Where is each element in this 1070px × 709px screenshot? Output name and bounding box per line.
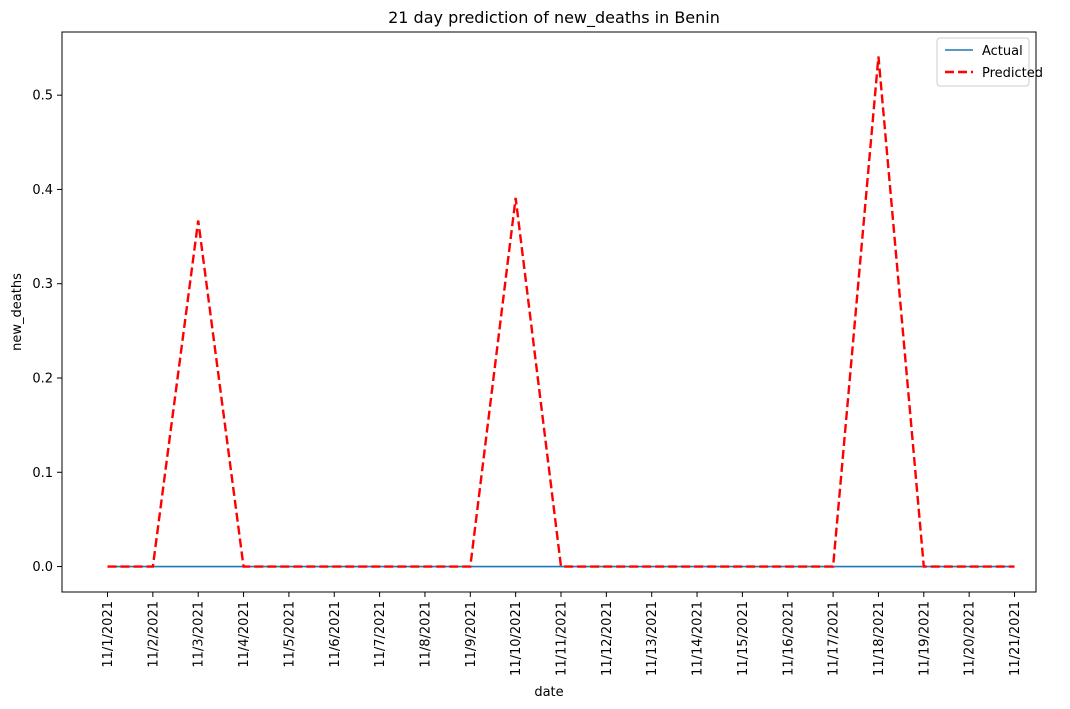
- y-tick-label: 0.2: [32, 371, 53, 386]
- x-tick-label: 11/9/2021: [464, 601, 479, 668]
- y-axis-label: new_deaths: [10, 273, 25, 351]
- x-tick-label: 11/2/2021: [146, 601, 161, 668]
- x-axis-label: date: [534, 685, 563, 700]
- x-tick-label: 11/18/2021: [872, 601, 887, 676]
- x-tick-label: 11/12/2021: [600, 601, 615, 676]
- x-axis: 11/1/2021 11/2/2021 11/3/2021 11/4/2021 11/5…: [101, 592, 1023, 676]
- chart-title: 21 day prediction of new_deaths in Benin: [388, 8, 720, 28]
- x-tick-label: 11/3/2021: [192, 601, 207, 668]
- x-tick-label: 11/11/2021: [555, 601, 570, 676]
- x-tick-label: 11/8/2021: [418, 601, 433, 668]
- series-line-predicted: [107, 56, 1015, 568]
- x-tick-label: 11/6/2021: [328, 601, 343, 668]
- x-tick-label: 11/13/2021: [645, 601, 660, 676]
- y-tick-label: 0.1: [32, 466, 53, 481]
- plot-frame: [61, 31, 1037, 593]
- x-tick-label: 11/7/2021: [373, 601, 388, 668]
- x-tick-label: 11/4/2021: [237, 601, 252, 668]
- x-tick-label: 11/17/2021: [827, 601, 842, 676]
- x-tick-label: 11/19/2021: [917, 601, 932, 676]
- x-tick-label: 11/16/2021: [781, 601, 796, 676]
- legend-entry-actual: Actual: [982, 44, 1023, 59]
- y-axis: 0.0 0.1 0.2 0.3 0.4 0.5: [32, 89, 62, 575]
- y-tick-label: 0.4: [32, 183, 53, 198]
- y-tick-label: 0.5: [32, 89, 53, 104]
- x-tick-label: 11/21/2021: [1008, 601, 1023, 676]
- legend-entry-predicted: Predicted: [982, 66, 1043, 81]
- x-tick-label: 11/14/2021: [691, 601, 706, 676]
- y-tick-label: 0.3: [32, 277, 53, 292]
- x-tick-label: 11/10/2021: [509, 601, 524, 676]
- legend: Actual Predicted: [936, 37, 1043, 87]
- y-tick-label: 0.0: [32, 560, 53, 575]
- x-tick-label: 11/5/2021: [282, 601, 297, 668]
- x-tick-label: 11/20/2021: [963, 601, 978, 676]
- x-tick-label: 11/1/2021: [101, 601, 116, 668]
- x-tick-label: 11/15/2021: [736, 601, 751, 676]
